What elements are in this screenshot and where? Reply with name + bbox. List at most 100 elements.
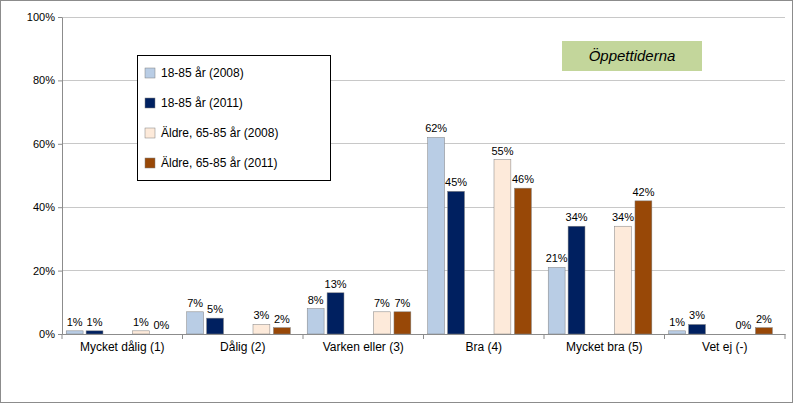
bar — [86, 331, 103, 334]
bar — [327, 293, 344, 334]
category-divider — [544, 334, 545, 339]
x-tick-label: Mycket bra (5) — [566, 340, 643, 354]
x-tick-label: Vet ej (-) — [702, 340, 747, 354]
category-divider — [664, 334, 665, 339]
y-tick-label: 60% — [33, 138, 55, 150]
title: Öppettiderna — [589, 47, 676, 64]
data-label: 7% — [187, 297, 203, 309]
bar — [187, 312, 204, 334]
y-tick-mark — [58, 207, 62, 208]
y-tick-mark — [58, 271, 62, 272]
bar — [66, 331, 83, 334]
bar — [448, 191, 465, 334]
chart-frame — [1, 1, 793, 403]
bar — [689, 324, 706, 334]
data-label: 1% — [87, 316, 103, 328]
legend-swatch — [145, 68, 155, 78]
x-tick: Mycket bra (5) — [566, 334, 643, 354]
y-tick: 0% — [39, 328, 62, 340]
y-tick-label: 40% — [33, 201, 55, 213]
y-tick-mark — [58, 144, 62, 145]
data-label: 2% — [274, 313, 290, 325]
data-label: 13% — [325, 278, 347, 290]
data-label: 21% — [546, 252, 568, 264]
category-divider — [62, 334, 63, 339]
x-tick-label: Mycket dålig (1) — [80, 340, 165, 354]
grid-line — [62, 270, 785, 271]
data-label: 0% — [735, 319, 751, 331]
bar — [635, 201, 652, 334]
bar — [253, 324, 270, 334]
series — [86, 191, 705, 334]
y-tick-label: 100% — [27, 11, 55, 23]
y-tick: 60% — [33, 138, 62, 150]
bar — [755, 328, 772, 334]
legend-swatch — [145, 128, 155, 138]
series — [132, 160, 631, 334]
legend-swatch — [145, 98, 155, 108]
data-label: 62% — [425, 122, 447, 134]
bar — [307, 309, 324, 334]
y-tick-label: 80% — [33, 74, 55, 86]
y-axis: 0% 20% 40% 60% 80% 100% — [27, 11, 63, 340]
x-tick-label: Varken eller (3) — [323, 340, 404, 354]
data-label: 5% — [207, 303, 223, 315]
bars — [66, 137, 772, 334]
grid-line — [62, 207, 785, 208]
legend: 18-85 år (2008)18-85 år (2011)Äldre, 65-… — [138, 56, 331, 181]
title-box: Öppettiderna — [562, 41, 702, 71]
bar — [568, 226, 585, 334]
data-label: 34% — [566, 211, 588, 223]
data-label: 7% — [374, 297, 390, 309]
y-tick: 20% — [33, 265, 62, 277]
y-tick-mark — [58, 80, 62, 81]
x-tick: Dålig (2) — [220, 334, 265, 354]
bar — [614, 226, 631, 334]
series — [273, 188, 772, 334]
y-tick: 100% — [27, 11, 62, 23]
y-tick-mark — [58, 334, 62, 335]
data-label: 55% — [491, 145, 513, 157]
data-label: 3% — [253, 309, 269, 321]
category-divider — [423, 334, 424, 339]
data-label: 3% — [689, 309, 705, 321]
title-background — [562, 41, 702, 71]
grid-line — [62, 17, 785, 18]
bar — [373, 312, 390, 334]
legend-label: Äldre, 65-85 år (2008) — [161, 126, 278, 140]
data-label: 2% — [756, 313, 772, 325]
grid — [62, 17, 785, 334]
x-tick: Varken eller (3) — [323, 334, 404, 354]
data-label: 34% — [612, 211, 634, 223]
category-divider — [303, 334, 304, 339]
x-tick-label: Bra (4) — [465, 340, 502, 354]
data-label: 1% — [133, 316, 149, 328]
x-tick-label: Dålig (2) — [220, 340, 265, 354]
bar — [514, 188, 531, 334]
x-tick: Mycket dålig (1) — [80, 334, 165, 354]
y-axis-line — [62, 18, 63, 335]
bar — [548, 267, 565, 334]
legend-label: 18-85 år (2011) — [161, 96, 243, 110]
x-tick: Bra (4) — [465, 334, 502, 354]
category-divider — [182, 334, 183, 339]
y-tick-label: 20% — [33, 265, 55, 277]
bar — [153, 334, 170, 335]
y-tick-label: 0% — [39, 328, 55, 340]
data-label: 8% — [308, 294, 324, 306]
bar — [428, 137, 445, 334]
data-label: 0% — [153, 319, 169, 331]
x-tick: Vet ej (-) — [702, 334, 747, 354]
bar — [394, 312, 411, 334]
legend-label: Äldre, 65-85 år (2011) — [161, 156, 278, 170]
bar — [735, 334, 752, 335]
legend-frame — [138, 56, 331, 181]
bar — [273, 328, 290, 334]
plot: 0% 20% 40% 60% 80% 100% Mycket dålig (1) Dålig … — [27, 11, 786, 354]
chart: 0% 20% 40% 60% 80% 100% Mycket dålig (1) Dålig … — [0, 0, 793, 403]
y-tick-mark — [58, 17, 62, 18]
category-divider — [785, 334, 786, 339]
x-axis: Mycket dålig (1) Dålig (2) Varken eller (3… — [62, 334, 786, 354]
data-label: 1% — [67, 316, 83, 328]
bar — [669, 331, 686, 334]
